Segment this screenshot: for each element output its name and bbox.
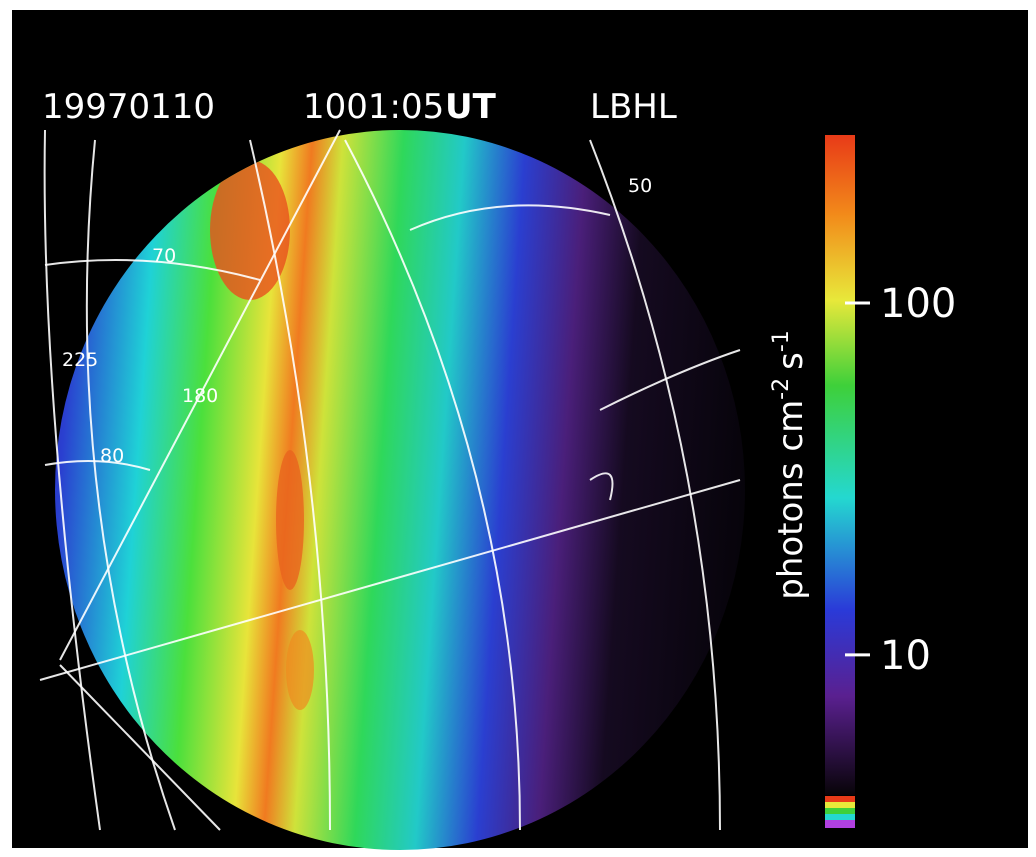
colorbar xyxy=(825,135,855,795)
grid-label: 80 xyxy=(100,445,124,467)
exponent: -2 xyxy=(769,378,794,400)
grid-label: 225 xyxy=(62,349,98,371)
colorbar-label: photons cm-2 s-1 xyxy=(769,330,811,600)
image-date: 19970110 xyxy=(42,87,215,127)
time-zone: UT xyxy=(445,87,497,127)
colorbar-strip xyxy=(825,796,855,828)
image-time: 1001:05 xyxy=(303,87,444,127)
grid-label: 50 xyxy=(628,175,652,197)
grid-label: 70 xyxy=(152,245,176,267)
filter-name: LBHL xyxy=(590,87,677,127)
unit: s xyxy=(771,352,811,370)
screenshot: 19970110 1001:05 UT LBHL 50 70 225 180 8… xyxy=(0,0,1036,857)
colorbar-tick-label: 10 xyxy=(880,633,931,679)
colorbar-tick-label: 100 xyxy=(880,281,956,327)
exponent: -1 xyxy=(769,330,794,352)
grid-label: 180 xyxy=(182,385,218,407)
unit: photons cm xyxy=(771,400,811,600)
